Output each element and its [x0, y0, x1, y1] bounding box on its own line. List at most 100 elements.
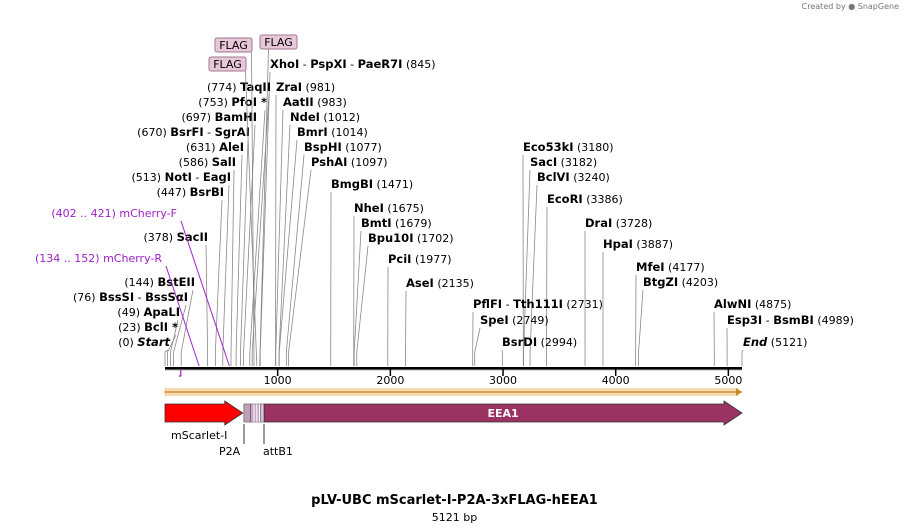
- site-name: NotI: [165, 170, 192, 184]
- site-name: BsmBI: [773, 313, 814, 327]
- site-name: BtgZI: [643, 275, 678, 289]
- site-label-bmri: BmrI (1014): [297, 125, 368, 139]
- site-position: (3887): [633, 238, 673, 251]
- leader-spei: [474, 327, 481, 366]
- leader-noti-eagi: [222, 184, 230, 366]
- site-position: (586): [179, 156, 212, 169]
- site-position: (23): [118, 321, 144, 334]
- primer-label-mcherry-f: (402 .. 421) mCherry-F: [51, 207, 177, 220]
- leader-bpu10i: [356, 245, 369, 366]
- flag-tag-label: FLAG: [219, 39, 248, 52]
- site-position: (1675): [384, 202, 424, 215]
- site-name: BsrBI: [190, 185, 224, 199]
- site-label-mfei: MfeI (4177): [636, 260, 705, 274]
- feature-track: EEA1 mScarlet-I P2A attB1: [164, 400, 743, 458]
- site-position: (1679): [392, 217, 432, 230]
- tick-label: 1000: [264, 374, 292, 387]
- site-name: NheI: [354, 201, 384, 215]
- primer-mark-mcherry-r: [178, 370, 182, 377]
- site-position: (983): [314, 96, 347, 109]
- site-position: (697): [182, 111, 215, 124]
- site-name: SgrAI: [215, 125, 250, 139]
- site-label-bsteii: (144) BstEII: [124, 275, 195, 289]
- site-name: PaeR7I: [358, 57, 403, 71]
- site-name: BmtI: [361, 216, 392, 230]
- leader-start: [164, 349, 169, 366]
- site-position: (49): [117, 306, 143, 319]
- site-position: (1077): [342, 141, 382, 154]
- leader-bsteii: [180, 289, 194, 366]
- leader-taqii: [251, 94, 270, 366]
- site-label-esp3i-bsmbi: Esp3I - BsmBI (4989): [727, 313, 854, 327]
- primer-labels: (402 .. 421) mCherry-F (134 .. 152) mCher…: [35, 207, 230, 377]
- tick-label: 2000: [376, 374, 404, 387]
- feature-label-p2a: P2A: [219, 445, 241, 458]
- primer-leader-mcherry-r: [165, 265, 200, 367]
- site-label-noti-eagi: (513) NotI - EagI: [132, 170, 232, 184]
- site-name: TaqII: [240, 80, 271, 94]
- site-name: MfeI: [636, 260, 665, 274]
- site-label-bamhi: (697) BamHI: [182, 110, 258, 124]
- site-name: DraI: [585, 216, 612, 230]
- site-separator: -: [347, 58, 358, 71]
- leader-pshai: [288, 169, 312, 366]
- leader-pfoi: [249, 109, 266, 366]
- site-name: ZraI: [276, 80, 302, 94]
- site-name: Eco53kI: [523, 140, 574, 154]
- primer-range: (402 .. 421): [51, 207, 119, 220]
- backbone-shadow: [165, 369, 742, 371]
- site-label-apali: (49) ApaLI: [117, 305, 180, 319]
- site-name: PshAI: [311, 155, 347, 169]
- site-label-eco53ki: Eco53kI (3180): [523, 140, 614, 154]
- flag-leader: [251, 51, 255, 367]
- site-label-sali: (586) SalI: [179, 155, 236, 169]
- feature-eea1: [263, 400, 743, 426]
- site-label-bclvi: BclVI (3240): [537, 170, 610, 184]
- site-name: BssSI: [99, 290, 134, 304]
- site-label-bsssi-bsss-i: (76) BssSI - BssSαI: [73, 290, 188, 304]
- site-label-xhoi-pspxi-paer7i: XhoI - PspXI - PaeR7I (845): [270, 57, 436, 71]
- primer-name: mCherry-F: [119, 207, 177, 220]
- site-label-asei: AseI (2135): [406, 276, 474, 290]
- site-name: HpaI: [603, 237, 633, 251]
- site-position: (3180): [574, 141, 614, 154]
- site-label-nhei: NheI (1675): [354, 201, 424, 215]
- site-name: EcoRI: [547, 192, 583, 206]
- site-label-pflfi-tth111i: PflFI - Tth111I (2731): [473, 297, 603, 311]
- primer-range: (134 .. 152): [35, 252, 103, 265]
- leader-bmri: [278, 139, 298, 366]
- site-position: (76): [73, 291, 99, 304]
- site-label-bcli: (23) BclI *: [118, 320, 178, 334]
- site-label-bmgbi: BmgBI (1471): [331, 177, 413, 191]
- flag-tag-box: [208, 56, 247, 72]
- primer-name: mCherry-R: [103, 252, 162, 265]
- site-position: (4177): [665, 261, 705, 274]
- leader-aatii: [275, 109, 284, 366]
- site-name: ApaLI: [144, 305, 181, 319]
- site-name: SacII: [177, 230, 208, 244]
- site-name: Esp3I: [727, 313, 762, 327]
- feature-label-attb1: attB1: [263, 445, 293, 458]
- site-name: AseI: [406, 276, 434, 290]
- snapgene-logo-icon: ●: [848, 2, 856, 11]
- feature-mscarlet-i: [164, 400, 244, 426]
- site-position: (5121): [767, 336, 807, 349]
- site-position: (774): [207, 81, 240, 94]
- site-label-ndei: NdeI (1012): [290, 110, 360, 124]
- site-name: EagI: [203, 170, 231, 184]
- site-label-bsphi: BspHI (1077): [304, 140, 382, 154]
- site-position: (447): [157, 186, 190, 199]
- flag-tag-box: [214, 37, 253, 53]
- leader-bsssi-bsss-i: [173, 304, 187, 366]
- leader-bamhi: [243, 124, 256, 366]
- site-label-sacii: (378) SacII: [144, 230, 209, 244]
- leader-sacii: [205, 244, 208, 366]
- site-separator: -: [762, 314, 773, 327]
- site-separator: -: [192, 171, 203, 184]
- site-name: PflFI: [473, 297, 502, 311]
- site-leader-lines: [164, 71, 744, 366]
- site-label-saci: SacI (3182): [530, 155, 597, 169]
- feature-label-mscarlet-i: mScarlet-I: [171, 429, 227, 442]
- site-name: BstEII: [157, 275, 195, 289]
- leader-xhoi-pspxi-paer7i: [259, 71, 271, 366]
